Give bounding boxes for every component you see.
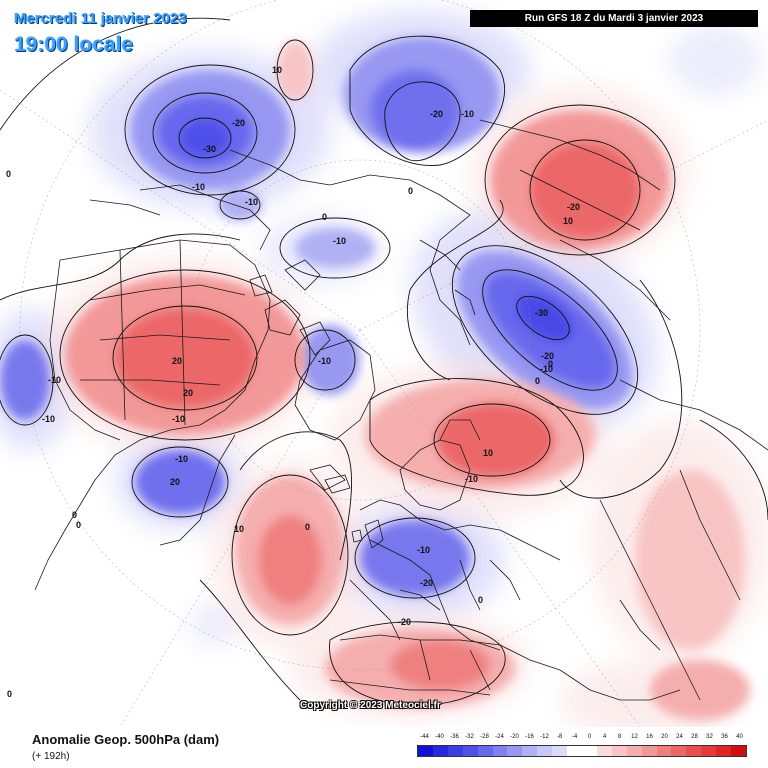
color-scale-labels: -44 -40 -36 -32 -28 -24 -20 -16 -12 -8 -4 0 4 8 12 16 20… [417,734,747,744]
contour-label: 0 [408,186,413,196]
contour-label: -10 [245,197,258,207]
scale-tick-label: 20 [661,734,668,740]
contour-label: -10 [48,375,61,385]
scale-swatch [641,746,657,756]
contour-label: 10 [234,524,244,534]
scale-tick-label: -40 [435,734,444,740]
color-scale-bar [417,745,747,757]
anomaly-shading [0,10,768,727]
scale-swatch [522,746,538,756]
scale-swatch [447,746,463,756]
forecast-time-label: 19:00 locale [14,33,134,56]
scale-tick-label: 24 [676,734,683,740]
contour-label: 0 [305,522,310,532]
contour-label: 20 [172,356,182,366]
scale-tick-label: -36 [450,734,459,740]
scale-swatch [671,746,687,756]
contour-label: -10 [540,364,553,374]
anomaly-map: 10 -20 -30 -10 -10 -20 -10 0 -20 20 10 -… [0,0,768,727]
contour-label: 0 [72,510,77,520]
contour-label: -10 [42,414,55,424]
contour-label: 20 [183,388,193,398]
scale-swatch [567,746,582,756]
scale-tick-label: 0 [587,734,592,740]
contour-label: -20 [541,351,554,361]
variable-label: Anomalie Geop. 500hPa (dam) [32,732,220,747]
contour-label: -30 [535,308,548,318]
contour-label: -10 [318,356,331,366]
contour-label: 0 [76,520,81,530]
contour-label: -10 [465,474,478,484]
scale-tick-label: -32 [465,734,474,740]
scale-tick-label: 32 [706,734,713,740]
contour-label: 0 [535,376,540,386]
contour-label: 0 [322,212,327,222]
contour-labels: 10 -20 -30 -10 -10 -20 -10 0 -20 20 10 -… [6,65,580,699]
scale-tick-label: 16 [646,734,653,740]
scale-tick-label: -44 [420,734,429,740]
scale-tick-label: 28 [691,734,698,740]
map-footer: Anomalie Geop. 500hPa (dam) (+ 192h) -44… [0,727,768,768]
contour-label: -10 [175,454,188,464]
scale-swatch [656,746,672,756]
contour-label: 10 [483,448,493,458]
contour-label: 0 [7,689,12,699]
scale-swatch [581,746,597,756]
scale-swatch [432,746,448,756]
map-canvas: 10 -20 -30 -10 -10 -20 -10 0 -20 20 10 -… [0,0,768,727]
scale-tick-label: 12 [631,734,638,740]
scale-tick-label: -16 [525,734,534,740]
scale-swatch [492,746,508,756]
contour-label: 20 [170,477,180,487]
scale-tick-label: -12 [540,734,549,740]
forecast-date-label: Mercredi 11 janvier 2023 [14,10,187,27]
scale-swatch [477,746,493,756]
scale-swatch [626,746,642,756]
contour-label: -20 [430,109,443,119]
scale-swatch [731,746,746,756]
contour-label: 0 [548,359,553,369]
contour-label: -10 [172,414,185,424]
scale-swatch [462,746,478,756]
contour-label: -20 [398,617,411,627]
scale-tick-label: 40 [736,734,743,740]
scale-swatch [537,746,553,756]
scale-tick-label: 8 [617,734,622,740]
scale-tick-label: -4 [571,734,578,740]
scale-swatch [418,746,433,756]
contour-label: -10 [461,109,474,119]
scale-swatch [596,746,612,756]
scale-swatch [507,746,523,756]
scale-tick-label: -28 [480,734,489,740]
contour-lines [0,17,768,706]
contour-label: 10 [272,65,282,75]
contour-label: -10 [192,182,205,192]
lead-time-label: (+ 192h) [32,751,70,762]
contour-label: 0 [478,595,483,605]
scale-tick-label: 36 [721,734,728,740]
contour-label: -10 [417,545,430,555]
coastlines [34,119,768,701]
scale-tick-label: -20 [510,734,519,740]
model-run-banner: Run GFS 18 Z du Mardi 3 janvier 2023 [470,10,758,27]
scale-tick-label: 4 [602,734,607,740]
contour-label: -20 [567,202,580,212]
scale-tick-label: -8 [556,734,563,740]
scale-swatch [701,746,717,756]
scale-swatch [686,746,702,756]
contour-label: -20 [232,118,245,128]
scale-swatch [716,746,732,756]
contour-label: 10 [563,216,573,226]
contour-label: 0 [6,169,11,179]
copyright-label: Copyright © 2023 Meteociel.fr [300,700,441,711]
contour-label: -10 [333,236,346,246]
contour-label: -20 [420,578,433,588]
graticule [0,0,768,727]
scale-swatch [611,746,627,756]
scale-swatch [552,746,568,756]
contour-label: -30 [203,144,216,154]
scale-tick-label: -24 [495,734,504,740]
